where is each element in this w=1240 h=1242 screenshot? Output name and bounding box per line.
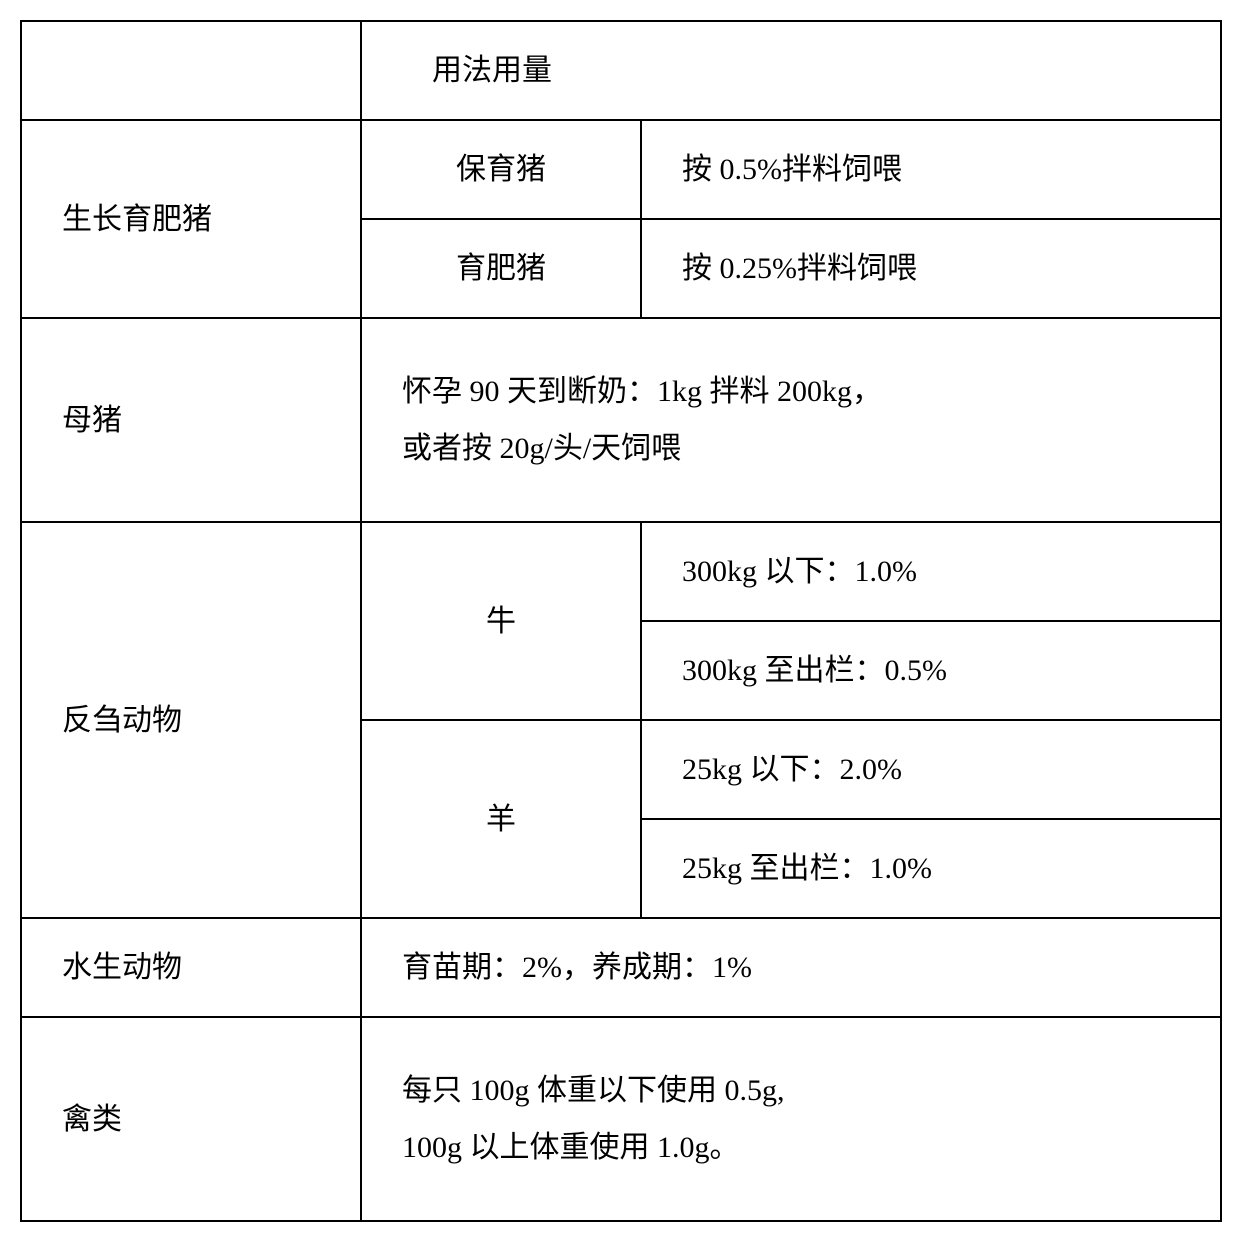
header-title-cell: 用法用量 <box>361 21 1221 120</box>
ruminant-row-1: 反刍动物 牛 300kg 以下：1.0% <box>21 522 1221 621</box>
poultry-dose-line2: 100g 以上体重使用 1.0g。 <box>402 1119 1219 1176</box>
poultry-row: 禽类 每只 100g 体重以下使用 0.5g, 100g 以上体重使用 1.0g… <box>21 1017 1221 1221</box>
sheep-dose-2: 25kg 至出栏：1.0% <box>641 819 1221 918</box>
sheep-dose-1: 25kg 以下：2.0% <box>641 720 1221 819</box>
cattle-name: 牛 <box>361 522 641 720</box>
sow-dose-cell: 怀孕 90 天到断奶：1kg 拌料 200kg， 或者按 20g/头/天饲喂 <box>361 318 1221 522</box>
sow-label: 母猪 <box>21 318 361 522</box>
sow-row: 母猪 怀孕 90 天到断奶：1kg 拌料 200kg， 或者按 20g/头/天饲… <box>21 318 1221 522</box>
aquatic-label: 水生动物 <box>21 918 361 1017</box>
dosage-table: 用法用量 生长育肥猪 保育猪 按 0.5%拌料饲喂 育肥猪 按 0.25%拌料饲… <box>20 20 1222 1222</box>
sow-dose-line1: 怀孕 90 天到断奶：1kg 拌料 200kg， <box>402 363 1219 420</box>
fattening-pig-name: 育肥猪 <box>361 219 641 318</box>
dosage-table-container: 用法用量 生长育肥猪 保育猪 按 0.5%拌料饲喂 育肥猪 按 0.25%拌料饲… <box>20 20 1220 1222</box>
growing-pig-row-1: 生长育肥猪 保育猪 按 0.5%拌料饲喂 <box>21 120 1221 219</box>
ruminant-label: 反刍动物 <box>21 522 361 918</box>
header-row: 用法用量 <box>21 21 1221 120</box>
poultry-dose-cell: 每只 100g 体重以下使用 0.5g, 100g 以上体重使用 1.0g。 <box>361 1017 1221 1221</box>
poultry-label: 禽类 <box>21 1017 361 1221</box>
nursery-pig-dose: 按 0.5%拌料饲喂 <box>641 120 1221 219</box>
cattle-dose-2: 300kg 至出栏：0.5% <box>641 621 1221 720</box>
header-blank-cell <box>21 21 361 120</box>
poultry-dose-line1: 每只 100g 体重以下使用 0.5g, <box>402 1062 1219 1119</box>
aquatic-dose: 育苗期：2%，养成期：1% <box>361 918 1221 1017</box>
nursery-pig-name: 保育猪 <box>361 120 641 219</box>
aquatic-row: 水生动物 育苗期：2%，养成期：1% <box>21 918 1221 1017</box>
cattle-dose-1: 300kg 以下：1.0% <box>641 522 1221 621</box>
sheep-name: 羊 <box>361 720 641 918</box>
growing-pig-label: 生长育肥猪 <box>21 120 361 318</box>
fattening-pig-dose: 按 0.25%拌料饲喂 <box>641 219 1221 318</box>
sow-dose-line2: 或者按 20g/头/天饲喂 <box>402 420 1219 477</box>
